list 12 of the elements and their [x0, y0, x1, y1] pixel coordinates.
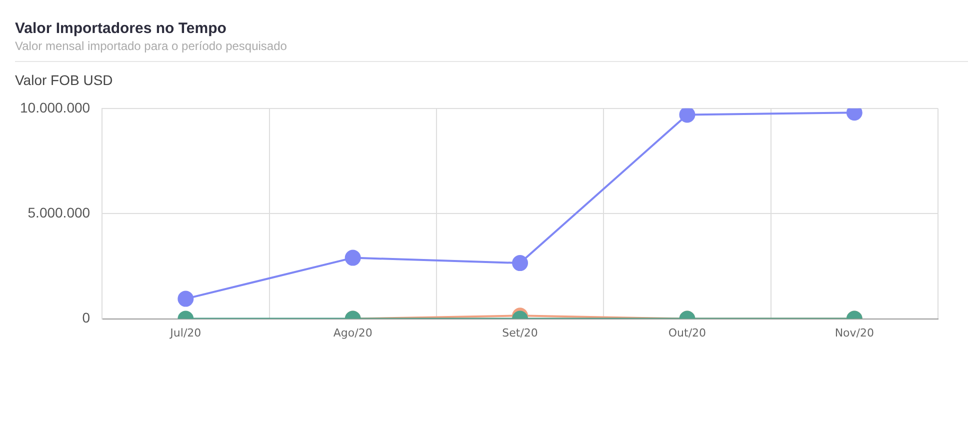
y-tick-label: 0 [82, 310, 90, 326]
x-tick-label: Nov/20 [834, 326, 874, 340]
x-tick-label: Ago/20 [333, 326, 372, 340]
y-axis-title: Valor FOB USD [14, 71, 114, 88]
y-tick-label: 10.000.000 [20, 99, 90, 116]
y-tick-label: 5.000.000 [28, 204, 90, 220]
point [679, 108, 696, 123]
x-tick-label: Set/20 [502, 326, 538, 340]
chart-title: Valor Importadores no Tempo [15, 20, 228, 37]
x-tick-label: Out/20 [668, 326, 706, 340]
x-tick-label: Jul/20 [169, 326, 202, 340]
chart-subtitle: Valor mensal importado para o período pesquisado [15, 39, 288, 53]
